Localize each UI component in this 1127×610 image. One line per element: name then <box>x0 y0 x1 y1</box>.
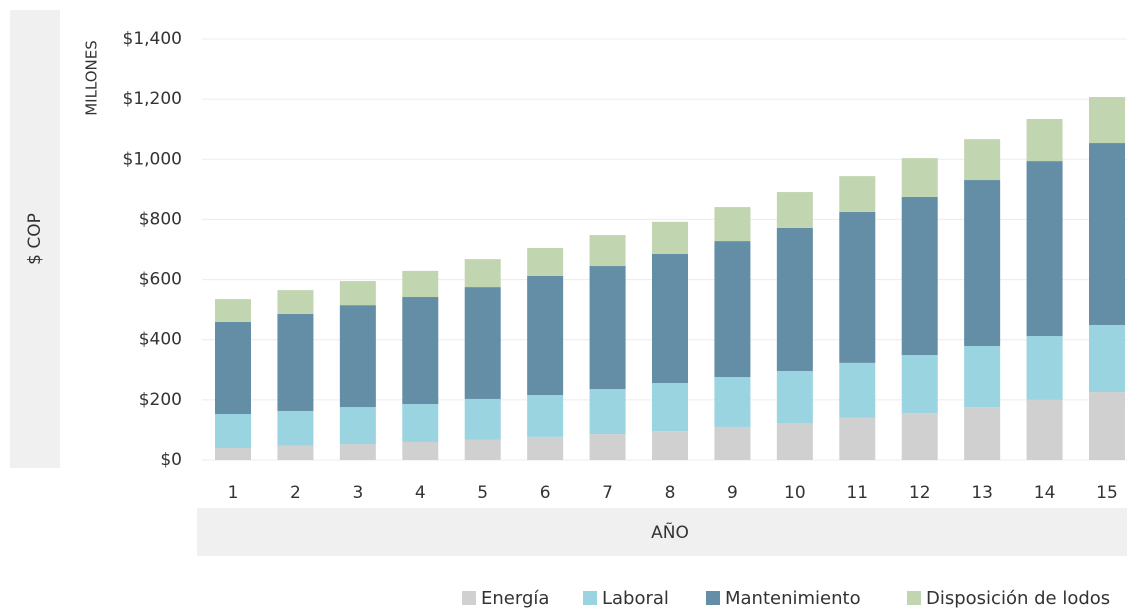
x-tick-label: 4 <box>415 483 426 503</box>
bar-segment <box>339 281 376 306</box>
bar-segment <box>1026 161 1063 337</box>
bar-segment <box>464 398 501 440</box>
x-tick-label: 3 <box>352 483 363 503</box>
legend-label: Laboral <box>602 588 669 609</box>
bar-segment <box>339 407 376 445</box>
bar-segment <box>464 287 501 399</box>
x-tick-label: 8 <box>665 483 676 503</box>
bar-segment <box>402 441 439 460</box>
bar-segment <box>589 389 626 435</box>
bar-segment <box>1089 392 1125 460</box>
bar-segment <box>964 139 1001 181</box>
y-tick-label: $600 <box>139 270 182 290</box>
bar-segment <box>1026 118 1063 162</box>
bar-segment <box>215 299 251 322</box>
bar-segment <box>652 254 688 384</box>
bar-segment <box>714 207 751 242</box>
bar-segment <box>1089 324 1125 393</box>
bar-segment <box>589 235 626 267</box>
bar-segment <box>839 211 876 363</box>
x-tick-label: 5 <box>477 483 488 503</box>
bar-segment <box>652 221 688 255</box>
bar-segment <box>652 383 688 432</box>
bar-segment <box>527 436 564 460</box>
bar-segment <box>964 180 1001 347</box>
x-tick-label: 7 <box>602 483 613 503</box>
bar-segment <box>277 410 314 446</box>
bar-segment <box>839 417 876 460</box>
bar-segment <box>964 346 1001 408</box>
x-tick-label: 15 <box>1096 483 1118 503</box>
legend-label: Disposición de lodos <box>926 588 1110 609</box>
bar-segment <box>776 227 813 371</box>
ylabel-band <box>10 10 60 468</box>
y-tick-label: $800 <box>139 209 182 229</box>
bar-segment <box>215 413 251 448</box>
bar-segment <box>714 377 751 427</box>
x-tick-label: 11 <box>846 483 868 503</box>
bar-segment <box>839 176 876 212</box>
x-tick-label: 9 <box>727 483 738 503</box>
bar-segment <box>901 196 938 356</box>
y-tick-label: $1,000 <box>123 149 182 169</box>
x-axis-label: AÑO <box>651 521 689 543</box>
y-tick-label: $0 <box>160 450 182 470</box>
y-tick-label: $200 <box>139 390 182 410</box>
x-tick-label: 12 <box>909 483 931 503</box>
bar-segment <box>589 434 626 460</box>
bar-segment <box>714 241 751 378</box>
bar-segment <box>1026 399 1063 460</box>
bar-segment <box>714 426 751 460</box>
bar-segment <box>901 158 938 197</box>
bar-segment <box>277 445 314 460</box>
legend-swatch <box>583 591 597 605</box>
x-tick-label: 6 <box>540 483 551 503</box>
bar-segment <box>1089 97 1125 144</box>
y-tick-label: $1,400 <box>123 29 182 49</box>
bar-segment <box>402 404 439 442</box>
bar-segment <box>527 395 564 437</box>
xlabel-band <box>197 508 1127 556</box>
bar-segment <box>776 370 813 424</box>
y-axis-label: $ COP <box>25 213 45 265</box>
bar-segment <box>776 192 813 228</box>
bar-segment <box>527 247 564 276</box>
bar-segment <box>215 321 251 414</box>
legend-label: Energía <box>481 588 549 609</box>
bar-segment <box>464 259 501 288</box>
bar-segment <box>339 305 376 408</box>
bar-segment <box>1089 143 1125 325</box>
bar-segment <box>402 297 439 405</box>
bar-segment <box>652 431 688 460</box>
bar-segment <box>527 275 564 396</box>
unit-label: MILLONES <box>83 40 101 116</box>
x-tick-label: 14 <box>1034 483 1056 503</box>
x-tick-label: 1 <box>228 483 239 503</box>
bar-segment <box>277 290 314 314</box>
bar-segment <box>277 313 314 411</box>
bar-segment <box>901 355 938 414</box>
bar-segment <box>215 447 251 460</box>
legend-label: Mantenimiento <box>725 588 861 609</box>
legend-swatch <box>907 591 921 605</box>
bar-segment <box>1026 336 1063 400</box>
bar-segment <box>776 423 813 460</box>
bar-segment <box>964 407 1001 460</box>
x-tick-label: 13 <box>971 483 993 503</box>
y-tick-label: $1,200 <box>123 89 182 109</box>
legend-swatch <box>462 591 476 605</box>
legend-swatch <box>706 591 720 605</box>
bar-segment <box>402 270 439 298</box>
bar-segment <box>589 266 626 390</box>
bar-segment <box>901 413 938 460</box>
bar-segment <box>339 444 376 460</box>
bar-segment <box>839 362 876 418</box>
x-tick-label: 2 <box>290 483 301 503</box>
y-tick-label: $400 <box>139 330 182 350</box>
bar-segment <box>464 439 501 460</box>
x-tick-label: 10 <box>784 483 806 503</box>
